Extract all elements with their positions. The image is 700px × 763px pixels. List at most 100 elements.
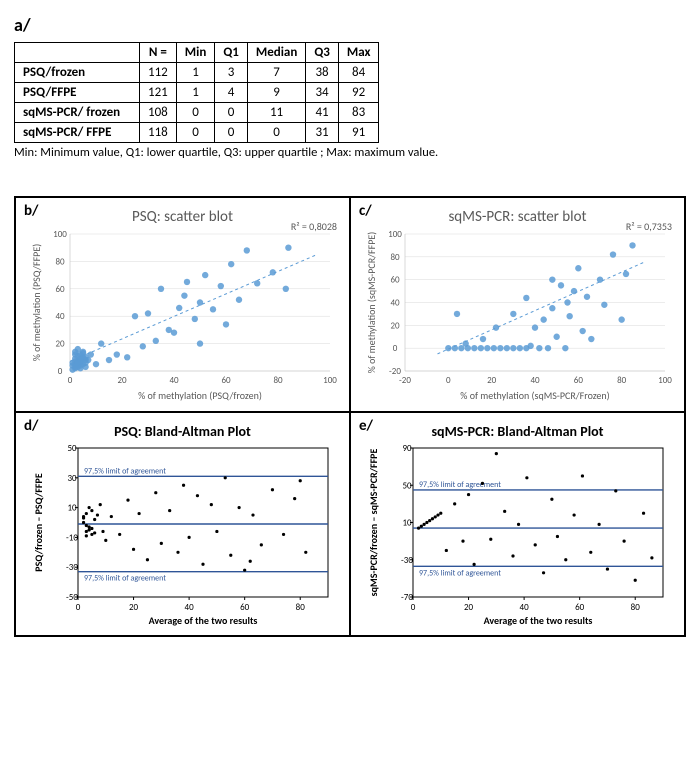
svg-text:20: 20 xyxy=(463,602,473,613)
table-cell: 121 xyxy=(140,83,177,103)
table-cell: 1 xyxy=(176,63,215,83)
svg-text:40: 40 xyxy=(55,311,65,322)
svg-text:% of methylation (sqMS-PCR/FFP: % of methylation (sqMS-PCR/FFPE) xyxy=(365,232,378,374)
col-header: Q3 xyxy=(306,43,339,63)
panel-d-title: PSQ: Bland-Altman Plot xyxy=(24,423,341,440)
svg-text:97,5% limit of agreement: 97,5% limit of agreement xyxy=(84,574,166,584)
svg-text:90: 90 xyxy=(402,443,412,454)
table-cell: 3 xyxy=(215,63,248,83)
svg-text:-30: -30 xyxy=(401,555,413,566)
table-cell: 31 xyxy=(306,123,339,143)
table-cell: 83 xyxy=(338,103,379,123)
svg-text:40: 40 xyxy=(530,375,540,386)
col-header: Min xyxy=(176,43,215,63)
svg-text:10: 10 xyxy=(402,518,412,529)
svg-text:Average of the two results: Average of the two results xyxy=(483,614,592,627)
table-cell: 4 xyxy=(215,83,248,103)
table-cell: 0 xyxy=(215,123,248,143)
svg-text:97,5% limit of agreement: 97,5% limit of agreement xyxy=(84,466,166,476)
col-header: N = xyxy=(140,43,177,63)
chart-grid: b/ PSQ: scatter blot R² = 0,8028 0204060… xyxy=(14,196,686,637)
scatter-psq: 020406080100020406080100% of methylation… xyxy=(28,228,338,403)
scatter-sqms: -20020406080100-20020406080100% of methy… xyxy=(363,228,673,403)
svg-text:-10: -10 xyxy=(66,532,78,543)
table-cell: 1 xyxy=(176,83,215,103)
panel-c-label: c/ xyxy=(359,202,372,220)
svg-text:0: 0 xyxy=(75,602,80,613)
col-header: Max xyxy=(338,43,379,63)
table-cell: 0 xyxy=(176,123,215,143)
svg-text:20: 20 xyxy=(128,602,138,613)
row-header: PSQ/FFPE xyxy=(15,83,140,103)
svg-text:% of methylation (PSQ/frozen): % of methylation (PSQ/frozen) xyxy=(138,389,262,402)
svg-text:Average of the two results: Average of the two results xyxy=(148,614,257,627)
svg-text:-30: -30 xyxy=(66,562,78,573)
table-cell: 9 xyxy=(247,83,305,103)
row-header: sqMS-PCR/ FFPE xyxy=(15,123,140,143)
svg-text:80: 80 xyxy=(273,375,283,386)
svg-text:60: 60 xyxy=(221,375,231,386)
svg-text:100: 100 xyxy=(658,375,672,386)
svg-text:% of methylation (sqMS-PCR/Fro: % of methylation (sqMS-PCR/Frozen) xyxy=(460,389,609,402)
table-caption: Min: Minimum value, Q1: lower quartile, … xyxy=(14,145,686,160)
svg-text:20: 20 xyxy=(390,320,400,331)
panel-b: b/ PSQ: scatter blot R² = 0,8028 0204060… xyxy=(15,197,350,412)
svg-text:sqMS-PCR/frozen – sqMS-PCR/FFP: sqMS-PCR/frozen – sqMS-PCR/FFPE xyxy=(367,449,380,597)
svg-text:40: 40 xyxy=(390,298,400,309)
svg-text:80: 80 xyxy=(617,375,627,386)
table-cell: 38 xyxy=(306,63,339,83)
svg-text:50: 50 xyxy=(402,480,412,491)
svg-text:40: 40 xyxy=(169,375,179,386)
table-cell: 92 xyxy=(338,83,379,103)
svg-text:100: 100 xyxy=(323,375,337,386)
row-header: PSQ/frozen xyxy=(15,63,140,83)
svg-text:-20: -20 xyxy=(399,375,411,386)
svg-text:80: 80 xyxy=(630,602,640,613)
table-cell: 34 xyxy=(306,83,339,103)
panel-e-label: e/ xyxy=(359,417,373,435)
panel-b-r2: R² = 0,8028 xyxy=(291,220,337,233)
table-cell: 7 xyxy=(247,63,305,83)
svg-text:PSQ/frozen – PSQ/FFPE: PSQ/frozen – PSQ/FFPE xyxy=(32,473,45,572)
col-header xyxy=(15,43,140,63)
svg-text:30: 30 xyxy=(67,473,77,484)
panel-b-label: b/ xyxy=(24,202,39,220)
table-cell: 84 xyxy=(338,63,379,83)
svg-text:20: 20 xyxy=(55,339,65,350)
svg-text:0: 0 xyxy=(410,602,415,613)
bland-altman-sqms: -70-3010509002040608097,5% limit of agre… xyxy=(363,442,673,627)
col-header: Median xyxy=(247,43,305,63)
panel-e: e/ sqMS-PCR: Bland-Altman Plot -70-30105… xyxy=(350,412,685,636)
table-cell: 108 xyxy=(140,103,177,123)
svg-text:10: 10 xyxy=(67,503,77,514)
svg-text:20: 20 xyxy=(487,375,497,386)
table-cell: 11 xyxy=(247,103,305,123)
svg-text:0: 0 xyxy=(57,366,62,377)
table-cell: 118 xyxy=(140,123,177,143)
panel-d: d/ PSQ: Bland-Altman Plot -50-30-1010305… xyxy=(15,412,350,636)
svg-text:40: 40 xyxy=(519,602,529,613)
svg-text:80: 80 xyxy=(390,252,400,263)
table-cell: 0 xyxy=(247,123,305,143)
col-header: Q1 xyxy=(215,43,248,63)
svg-text:60: 60 xyxy=(240,602,250,613)
panel-c-r2: R² = 0,7353 xyxy=(626,220,672,233)
bland-altman-psq: -50-30-1010305002040608097,5% limit of a… xyxy=(28,442,338,627)
svg-text:100: 100 xyxy=(53,229,67,240)
table-cell: 0 xyxy=(176,103,215,123)
table-cell: 41 xyxy=(306,103,339,123)
svg-text:50: 50 xyxy=(67,443,77,454)
svg-text:60: 60 xyxy=(55,284,65,295)
panel-d-label: d/ xyxy=(24,417,39,435)
summary-table: N =MinQ1MedianQ3Max PSQ/frozen1121373884… xyxy=(14,42,379,143)
svg-text:80: 80 xyxy=(295,602,305,613)
svg-text:60: 60 xyxy=(573,375,583,386)
table-cell: 91 xyxy=(338,123,379,143)
panel-a-label: a/ xyxy=(14,14,686,36)
row-header: sqMS-PCR/ frozen xyxy=(15,103,140,123)
svg-text:80: 80 xyxy=(55,256,65,267)
svg-text:40: 40 xyxy=(184,602,194,613)
svg-text:97,5% limit of agreement: 97,5% limit of agreement xyxy=(419,568,501,578)
table-cell: 112 xyxy=(140,63,177,83)
svg-text:60: 60 xyxy=(390,275,400,286)
